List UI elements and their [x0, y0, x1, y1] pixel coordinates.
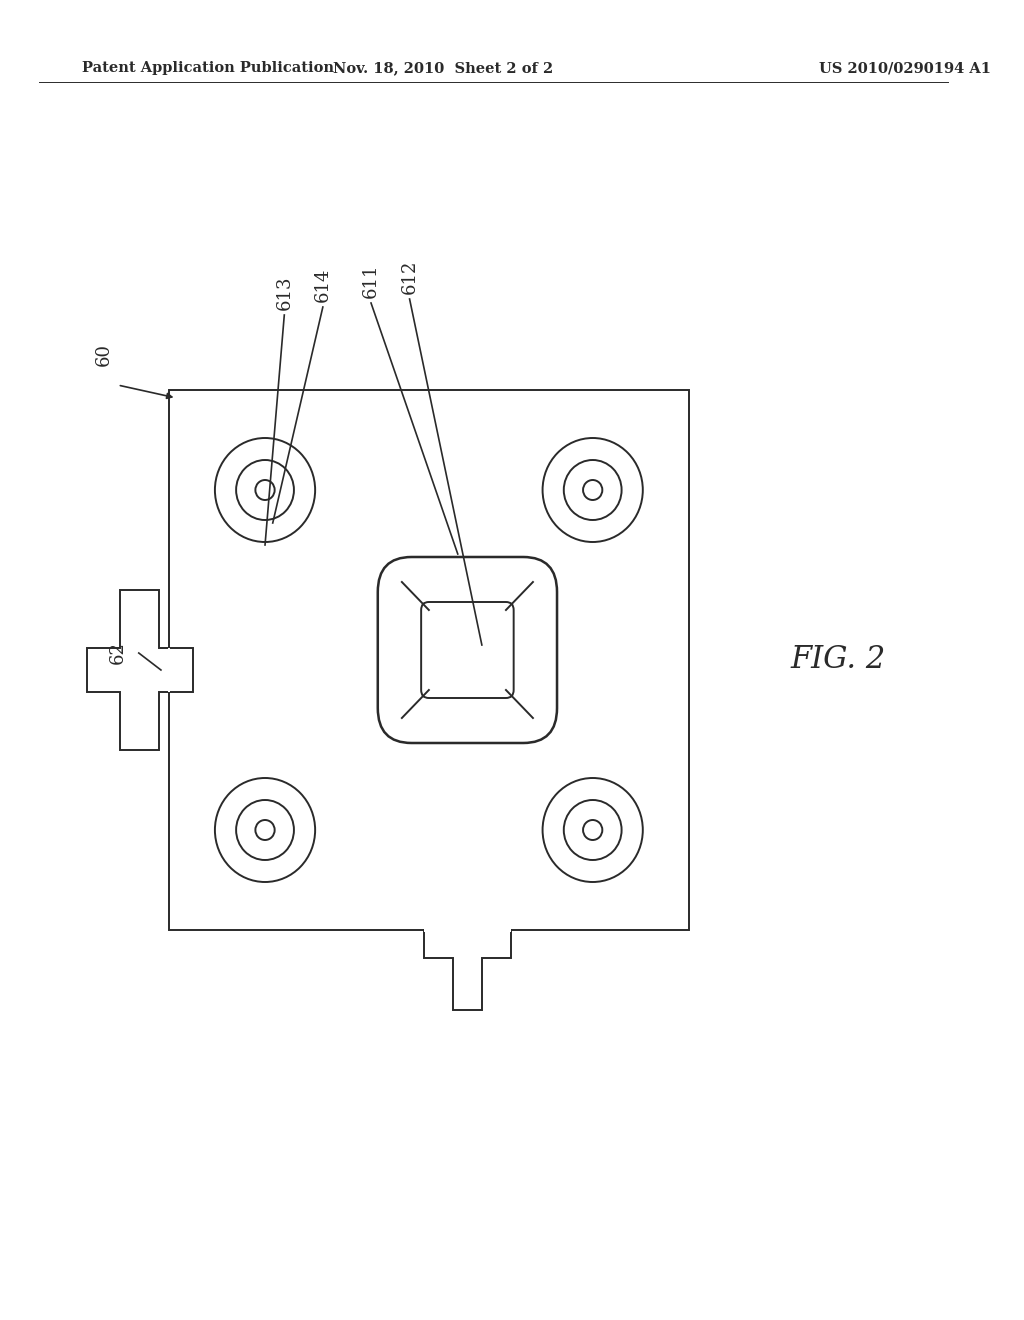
Circle shape	[564, 800, 622, 861]
Text: 62: 62	[109, 642, 127, 664]
Text: Nov. 18, 2010  Sheet 2 of 2: Nov. 18, 2010 Sheet 2 of 2	[333, 61, 553, 75]
Circle shape	[583, 820, 602, 840]
Circle shape	[543, 777, 643, 882]
Text: FIG. 2: FIG. 2	[791, 644, 886, 676]
FancyBboxPatch shape	[421, 602, 514, 698]
Polygon shape	[87, 590, 193, 750]
FancyBboxPatch shape	[378, 557, 557, 743]
Circle shape	[237, 800, 294, 861]
Circle shape	[255, 820, 274, 840]
Circle shape	[237, 459, 294, 520]
Circle shape	[215, 438, 315, 543]
Text: 60: 60	[95, 343, 113, 367]
Polygon shape	[424, 931, 511, 1010]
Circle shape	[215, 777, 315, 882]
Text: US 2010/0290194 A1: US 2010/0290194 A1	[819, 61, 991, 75]
Text: 612: 612	[400, 260, 419, 294]
Circle shape	[564, 459, 622, 520]
Text: 611: 611	[362, 264, 380, 298]
Text: 613: 613	[275, 276, 293, 310]
Circle shape	[543, 438, 643, 543]
Circle shape	[255, 480, 274, 500]
Circle shape	[583, 480, 602, 500]
Bar	[169, 389, 689, 931]
Polygon shape	[424, 928, 511, 932]
Polygon shape	[168, 648, 170, 692]
Text: Patent Application Publication: Patent Application Publication	[82, 61, 334, 75]
Text: 614: 614	[313, 268, 332, 302]
